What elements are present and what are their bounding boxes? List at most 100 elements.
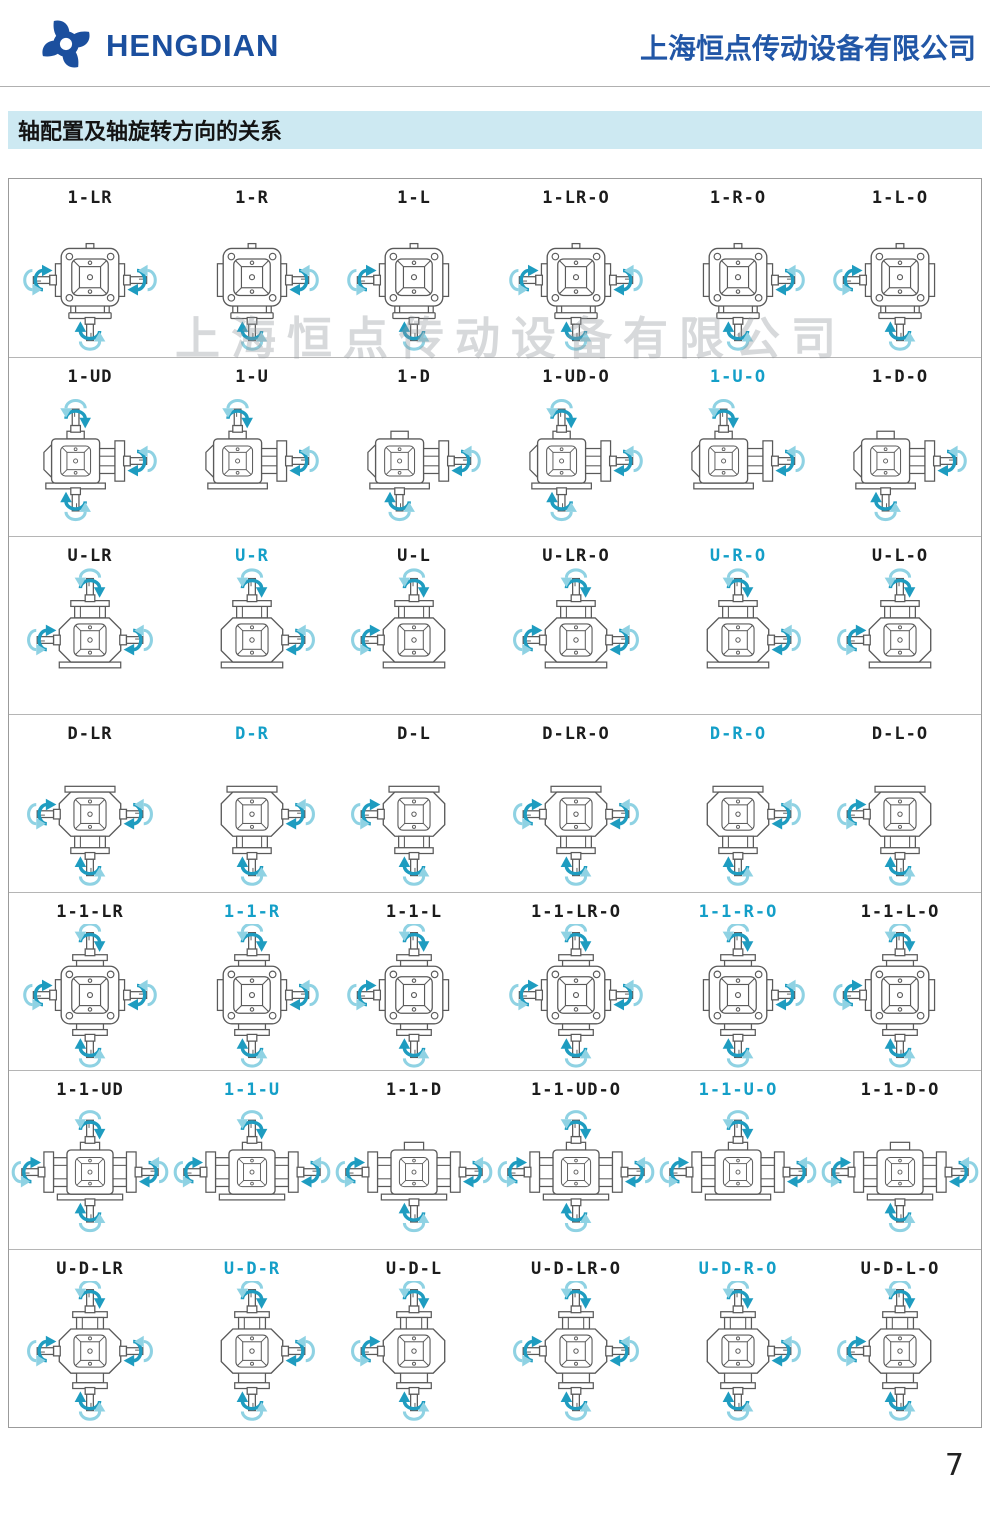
gearbox-diagram [659, 1110, 817, 1246]
config-cell: U-LR [9, 537, 171, 714]
gearbox-diagram [497, 1110, 655, 1233]
config-code-label: 1-1-D [385, 1080, 443, 1101]
gearbox-diagram [659, 567, 802, 712]
gearbox-diagram [836, 746, 979, 886]
config-code-label: U-R-O [709, 545, 767, 566]
config-code-label: 1-LR [67, 188, 113, 208]
config-cell: U-D-L-O [819, 1250, 981, 1427]
config-code-label: 1-1-UD [56, 1080, 124, 1101]
config-code-label: 1-1-LR-O [531, 902, 621, 923]
config-cell: 1-1-U [171, 1071, 333, 1248]
gearbox-diagram [173, 1110, 331, 1246]
config-cell: D-LR [9, 715, 171, 892]
config-cell: U-L [333, 537, 495, 714]
gearbox-diagram [335, 1102, 493, 1233]
gearbox-diagram [350, 746, 493, 886]
gearbox-diagram [821, 389, 968, 522]
config-cell: 1-1-R-O [657, 893, 819, 1070]
config-cell: 1-U-O [657, 358, 819, 535]
config-code-label: 1-1-L-O [860, 902, 940, 923]
gearbox-diagram [497, 399, 644, 522]
section-title-bar: 轴配置及轴旋转方向的关系 [8, 111, 982, 149]
gearbox-diagram [22, 210, 158, 351]
table-row: U-LR U-R U-L U-LR-O U-R-O U-L-O [9, 535, 981, 714]
gearbox-diagram [173, 210, 320, 351]
config-code-label: 1-1-U-O [698, 1080, 778, 1101]
config-cell: 1-1-UD-O [495, 1071, 657, 1248]
config-cell: D-R [171, 715, 333, 892]
config-cell: U-R [171, 537, 333, 714]
config-code-label: D-LR-O [542, 723, 610, 744]
gearbox-diagram [173, 567, 316, 712]
config-code-label: 1-1-U [223, 1080, 281, 1101]
config-cell: 1-1-D [333, 1071, 495, 1248]
config-cell: 1-1-L-O [819, 893, 981, 1070]
gearbox-diagram [22, 924, 158, 1068]
company-name: 上海恒点传动设备有限公司 [639, 32, 976, 65]
gearbox-diagram [346, 924, 493, 1068]
table-row: D-LR D-R D-L D-LR-O D-R-O D-L-O [9, 713, 981, 892]
config-code-label: U-L-O [871, 545, 929, 566]
gearbox-diagram [659, 399, 806, 533]
gearbox-diagram [659, 746, 802, 886]
config-cell: 1-1-R [171, 893, 333, 1070]
config-code-label: U-D-R [223, 1258, 281, 1279]
config-cell: 1-U [171, 358, 333, 535]
gearbox-diagram [832, 210, 979, 351]
config-cell: D-R-O [657, 715, 819, 892]
config-code-label: 1-1-D-O [860, 1080, 940, 1101]
gearbox-diagram [173, 924, 320, 1068]
config-code-label: 1-D [397, 367, 431, 388]
gearbox-diagram [836, 567, 979, 712]
table-row: 1-1-UD 1-1-U 1-1-D 1-1-UD-O 1-1-U-O 1-1-D-O [9, 1070, 981, 1248]
gearbox-diagram [659, 924, 806, 1068]
config-code-label: D-R [235, 723, 269, 744]
config-cell: U-R-O [657, 537, 819, 714]
config-code-label: 1-1-L [385, 902, 443, 923]
config-code-label: 1-LR-O [542, 188, 610, 208]
table-row: 1-1-LR 1-1-R 1-1-L 1-1-LR-O 1-1-R-O 1-1-L-O [9, 892, 981, 1070]
config-cell: D-L-O [819, 715, 981, 892]
config-code-label: 1-UD [67, 367, 113, 388]
config-code-label: 1-1-UD-O [531, 1080, 621, 1101]
config-code-label: U-R [235, 545, 269, 566]
config-cell: 1-1-L [333, 893, 495, 1070]
config-code-label: 1-D-O [871, 367, 929, 388]
gearbox-diagram [512, 746, 640, 886]
config-code-label: 1-L-O [871, 188, 929, 208]
config-cell: 1-UD-O [495, 358, 657, 535]
gearbox-diagram [26, 746, 154, 886]
config-code-label: D-LR [67, 723, 113, 744]
gearbox-diagram [173, 399, 320, 533]
config-cell: 1-1-D-O [819, 1071, 981, 1248]
config-cell: D-L [333, 715, 495, 892]
gearbox-diagram [512, 567, 640, 712]
config-cell: 1-L-O [819, 179, 981, 357]
table-row: U-D-LR U-D-R U-D-L U-D-LR-O U-D-R-O U-D-L-O [9, 1248, 981, 1427]
config-code-label: U-LR [67, 545, 113, 566]
gearbox-diagram [508, 210, 644, 351]
config-code-label: U-L [397, 545, 431, 566]
config-cell: U-D-R [171, 1250, 333, 1427]
brand-name: HENGDIAN [106, 28, 280, 63]
config-code-label: 1-U [235, 367, 269, 388]
config-code-label: 1-UD-O [542, 367, 610, 388]
gearbox-diagram [173, 746, 316, 886]
config-cell: 1-LR-O [495, 179, 657, 357]
gearbox-diagram [350, 567, 493, 712]
config-cell: 1-UD [9, 358, 171, 535]
config-code-label: 1-R-O [709, 188, 767, 208]
table-row: 1-LR 1-R 1-L 1-LR-O 1-R-O 1-L-O [9, 179, 981, 357]
config-cell: 1-L [333, 179, 495, 357]
config-cell: U-D-LR-O [495, 1250, 657, 1427]
gearbox-diagram [512, 1280, 640, 1421]
config-code-label: U-LR-O [542, 545, 610, 566]
config-cell: U-L-O [819, 537, 981, 714]
config-cell: 1-R-O [657, 179, 819, 357]
config-code-label: 1-R [235, 188, 269, 208]
config-code-label: D-L-O [871, 723, 929, 744]
section-title: 轴配置及轴旋转方向的关系 [18, 120, 283, 145]
gearbox-diagram [508, 924, 644, 1068]
config-code-label: 1-L [397, 188, 431, 208]
